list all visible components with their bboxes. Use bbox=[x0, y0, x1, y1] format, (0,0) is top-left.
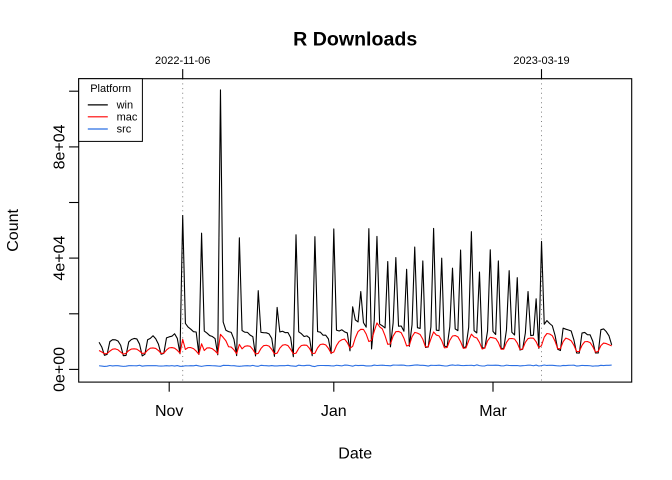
svg-text:0e+00: 0e+00 bbox=[52, 347, 69, 392]
svg-text:2022-11-06: 2022-11-06 bbox=[155, 55, 210, 67]
svg-text:Mar: Mar bbox=[479, 403, 507, 420]
svg-text:Nov: Nov bbox=[155, 403, 183, 420]
svg-text:Date: Date bbox=[338, 446, 372, 463]
svg-text:Jan: Jan bbox=[321, 403, 347, 420]
svg-text:4e+04: 4e+04 bbox=[52, 236, 69, 281]
svg-text:Platform: Platform bbox=[90, 83, 131, 95]
svg-text:Count: Count bbox=[5, 209, 22, 252]
svg-text:mac: mac bbox=[117, 112, 138, 124]
svg-text:8e+04: 8e+04 bbox=[52, 124, 69, 169]
svg-text:win: win bbox=[116, 100, 134, 112]
svg-text:R Downloads: R Downloads bbox=[293, 29, 417, 51]
svg-text:src: src bbox=[117, 124, 132, 136]
svg-text:2023-03-19: 2023-03-19 bbox=[513, 55, 569, 67]
